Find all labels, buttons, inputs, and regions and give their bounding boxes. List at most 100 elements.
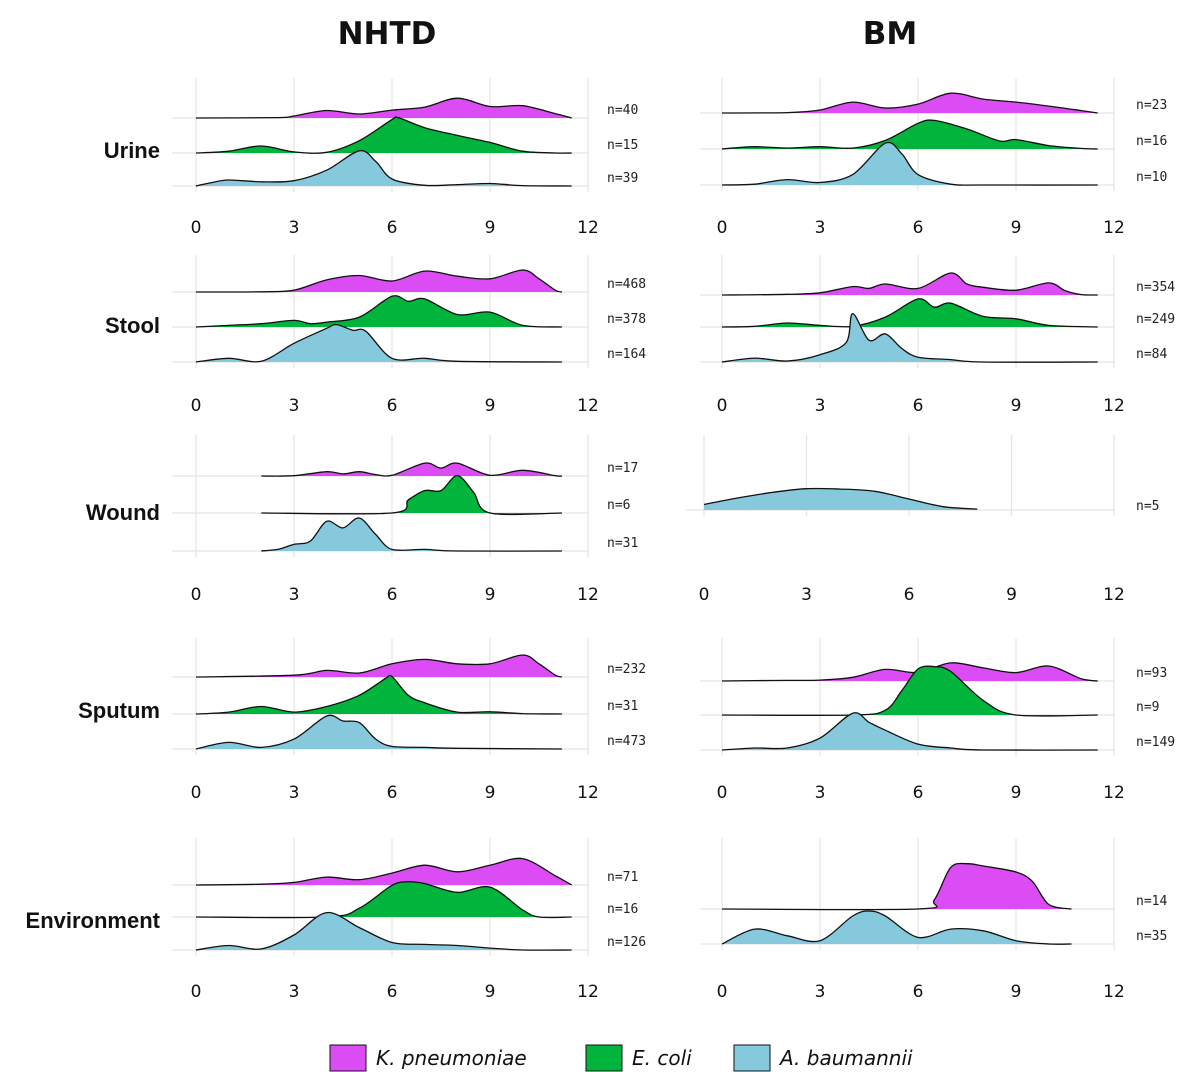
n-label: n=17 [607, 461, 638, 476]
x-tick-label: 9 [1011, 396, 1022, 416]
n-label: n=149 [1136, 735, 1175, 750]
x-tick-label: 0 [717, 396, 728, 416]
n-label: n=39 [607, 171, 638, 186]
n-label: n=126 [607, 935, 646, 950]
ridge-outline-a-baumannii [195, 714, 562, 750]
ridge-fill-a-baumannii [722, 712, 1098, 751]
ridge-outline-a-baumannii [721, 141, 1098, 186]
ridge-outline-k-pneumoniae [195, 857, 573, 886]
x-tick-label: 12 [577, 396, 599, 416]
row-label-sputum: Sputum [78, 698, 160, 723]
x-tick-label: 3 [289, 585, 300, 605]
ridge-fill-a-baumannii [722, 142, 1098, 186]
x-tick-label: 6 [913, 783, 924, 803]
row-label-environment: Environment [26, 908, 161, 933]
ridge-outline-k-pneumoniae [721, 92, 1098, 114]
ridge-fill-k-pneumoniae [196, 655, 562, 677]
ridge-outline-e-coli [261, 474, 562, 516]
legend-swatch-e-coli [585, 1044, 623, 1072]
ridge-fill-k-pneumoniae [722, 272, 1098, 296]
n-label: n=378 [607, 312, 646, 327]
n-label: n=71 [607, 870, 638, 885]
legend-swatch-a-baumannii [733, 1044, 771, 1072]
x-tick-label: 3 [289, 218, 300, 238]
ridge-outline-a-baumannii [261, 517, 562, 552]
panel-stool-bm: 0 3 6 9 12 n=354 n=249 n=84 [700, 255, 1175, 416]
x-tick-label: 3 [289, 982, 300, 1002]
panel-sputum-bm: 0 3 6 9 12 n=93 n=9 n=149 [700, 638, 1175, 803]
n-label: n=14 [1136, 894, 1167, 909]
x-tick-label: 6 [387, 585, 398, 605]
x-tick-label: 12 [577, 982, 599, 1002]
ridge-outline-k-pneumoniae [261, 462, 562, 477]
x-tick-label: 12 [1103, 585, 1125, 605]
x-tick-label: 3 [815, 783, 826, 803]
legend: K. pneumoniae E. coli A. baumannii [329, 1044, 913, 1072]
ridge-fill-k-pneumoniae [722, 662, 1098, 681]
x-tick-label: 6 [913, 396, 924, 416]
x-tick-label: 9 [1011, 982, 1022, 1002]
x-tick-label: 12 [1103, 218, 1125, 238]
ridge-fill-k-pneumoniae [196, 270, 562, 293]
n-label: n=40 [607, 103, 638, 118]
x-tick-label: 6 [387, 783, 398, 803]
x-tick-label: 0 [699, 585, 710, 605]
ridge-outline-e-coli [721, 298, 1098, 328]
ridge-fill-a-baumannii [261, 517, 562, 552]
n-label: n=16 [1136, 134, 1167, 149]
x-tick-label: 12 [577, 585, 599, 605]
x-tick-label: 6 [913, 982, 924, 1002]
n-label: n=232 [607, 662, 646, 677]
ridge-outline-k-pneumoniae [195, 269, 563, 293]
x-tick-label: 3 [801, 585, 812, 605]
n-label: n=31 [607, 536, 638, 551]
n-label: n=93 [1136, 666, 1167, 681]
ridge-fill-k-pneumoniae [196, 98, 572, 118]
x-tick-label: 6 [904, 585, 915, 605]
ridge-outline-e-coli [195, 674, 562, 715]
x-tick-label: 12 [1103, 396, 1125, 416]
x-tick-label: 12 [577, 218, 599, 238]
ridge-fill-e-coli [722, 666, 1098, 717]
panel-urine-nhtd: 0 3 6 9 12 n=40 n=15 n=39 [172, 78, 638, 238]
ridge-outline-k-pneumoniae [195, 97, 572, 119]
n-label: n=468 [607, 277, 646, 292]
ridge-fill-a-baumannii [196, 715, 562, 749]
ridge-outline-k-pneumoniae [721, 272, 1098, 296]
n-label: n=23 [1136, 98, 1167, 113]
panel-stool-nhtd: 0 3 6 9 12 n=468 n=378 n=164 [172, 255, 646, 416]
panels-area: Urine 0 3 6 9 12 n=40 n=15 n=39 0 3 6 9 12 n=23 n=16 n=1… [26, 78, 1175, 1002]
ridge-outline-k-pneumoniae [195, 654, 563, 678]
legend-label-e-coli: E. coli [632, 1046, 692, 1070]
x-tick-label: 6 [913, 218, 924, 238]
x-tick-label: 9 [485, 982, 496, 1002]
x-tick-label: 0 [717, 218, 728, 238]
panel-urine-bm: 0 3 6 9 12 n=23 n=16 n=10 [700, 78, 1167, 238]
ridge-fill-e-coli [196, 881, 572, 918]
n-label: n=31 [607, 699, 638, 714]
panel-wound-nhtd: 0 3 6 9 12 n=17 n=6 n=31 [172, 435, 638, 605]
legend-swatch-k-pneumoniae [329, 1044, 367, 1072]
x-tick-label: 0 [717, 982, 728, 1002]
ridge-fill-e-coli [722, 298, 1098, 327]
ridge-outline-e-coli [195, 295, 562, 328]
x-tick-label: 9 [485, 783, 496, 803]
x-tick-label: 12 [1103, 982, 1125, 1002]
panel-environment-nhtd: 0 3 6 9 12 n=71 n=16 n=126 [172, 838, 646, 1002]
x-tick-label: 0 [191, 585, 202, 605]
x-tick-label: 6 [387, 218, 398, 238]
row-label-stool: Stool [105, 313, 160, 338]
x-tick-label: 0 [717, 783, 728, 803]
x-tick-label: 0 [191, 982, 202, 1002]
ridge-outline-a-baumannii [195, 323, 562, 363]
ridge-fill-k-pneumoniae [722, 863, 1072, 910]
ridge-outline-a-baumannii [721, 312, 1098, 363]
x-tick-label: 9 [1006, 585, 1017, 605]
n-label: n=15 [607, 138, 638, 153]
ridge-fill-a-baumannii [196, 324, 562, 362]
x-tick-label: 12 [1103, 783, 1125, 803]
ridge-fill-a-baumannii [722, 911, 1072, 945]
n-label: n=9 [1136, 700, 1159, 715]
x-tick-label: 3 [815, 982, 826, 1002]
x-tick-label: 9 [485, 218, 496, 238]
